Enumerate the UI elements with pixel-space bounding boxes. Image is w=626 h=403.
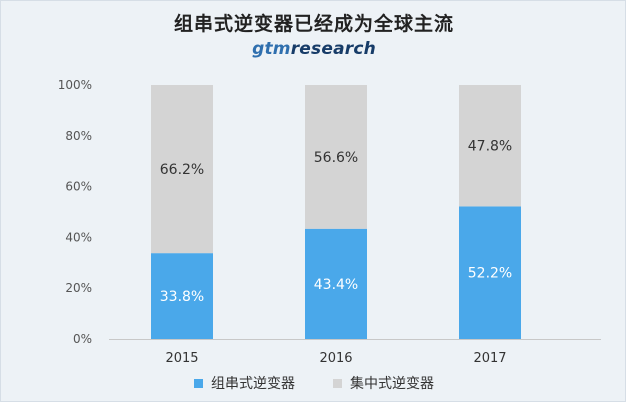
data-label: 33.8% <box>160 289 204 305</box>
bar-segment <box>151 253 213 339</box>
bar-segment <box>305 85 367 229</box>
bar-segment <box>459 85 521 207</box>
data-label: 66.2% <box>160 162 204 178</box>
x-tick-label: 2017 <box>473 351 506 366</box>
data-label: 56.6% <box>314 150 358 166</box>
brand-logo: gtmresearch <box>1 39 626 59</box>
legend-item-string-inverter: 组串式逆变器 <box>194 373 295 393</box>
legend-label-string-inverter: 组串式逆变器 <box>211 376 295 392</box>
legend-swatch-central-inverter <box>333 378 342 388</box>
brand-light-text: gtm <box>252 39 291 59</box>
data-label: 43.4% <box>314 277 358 293</box>
legend-item-central-inverter: 集中式逆变器 <box>333 373 434 393</box>
brand-strong-text: research <box>290 39 376 59</box>
y-tick-label: 40% <box>65 230 92 244</box>
data-label: 47.8% <box>468 139 512 155</box>
y-tick-label: 0% <box>73 332 92 346</box>
data-label: 52.2% <box>468 266 512 282</box>
legend-swatch-string-inverter <box>194 378 203 388</box>
legend-label-central-inverter: 集中式逆变器 <box>350 376 434 392</box>
bar-segment <box>459 206 521 339</box>
x-tick-label: 2015 <box>165 351 198 366</box>
chart-title: 组串式逆变器已经成为全球主流 <box>173 13 454 35</box>
bar-segment <box>305 228 367 339</box>
y-tick-label: 20% <box>65 281 92 295</box>
y-tick-label: 100% <box>58 78 92 92</box>
y-tick-label: 60% <box>65 180 92 194</box>
chart-legend: 组串式逆变器 集中式逆变器 <box>1 373 626 393</box>
y-tick-label: 80% <box>65 129 92 143</box>
bar-segment <box>151 85 213 254</box>
x-tick-label: 2016 <box>319 351 352 366</box>
